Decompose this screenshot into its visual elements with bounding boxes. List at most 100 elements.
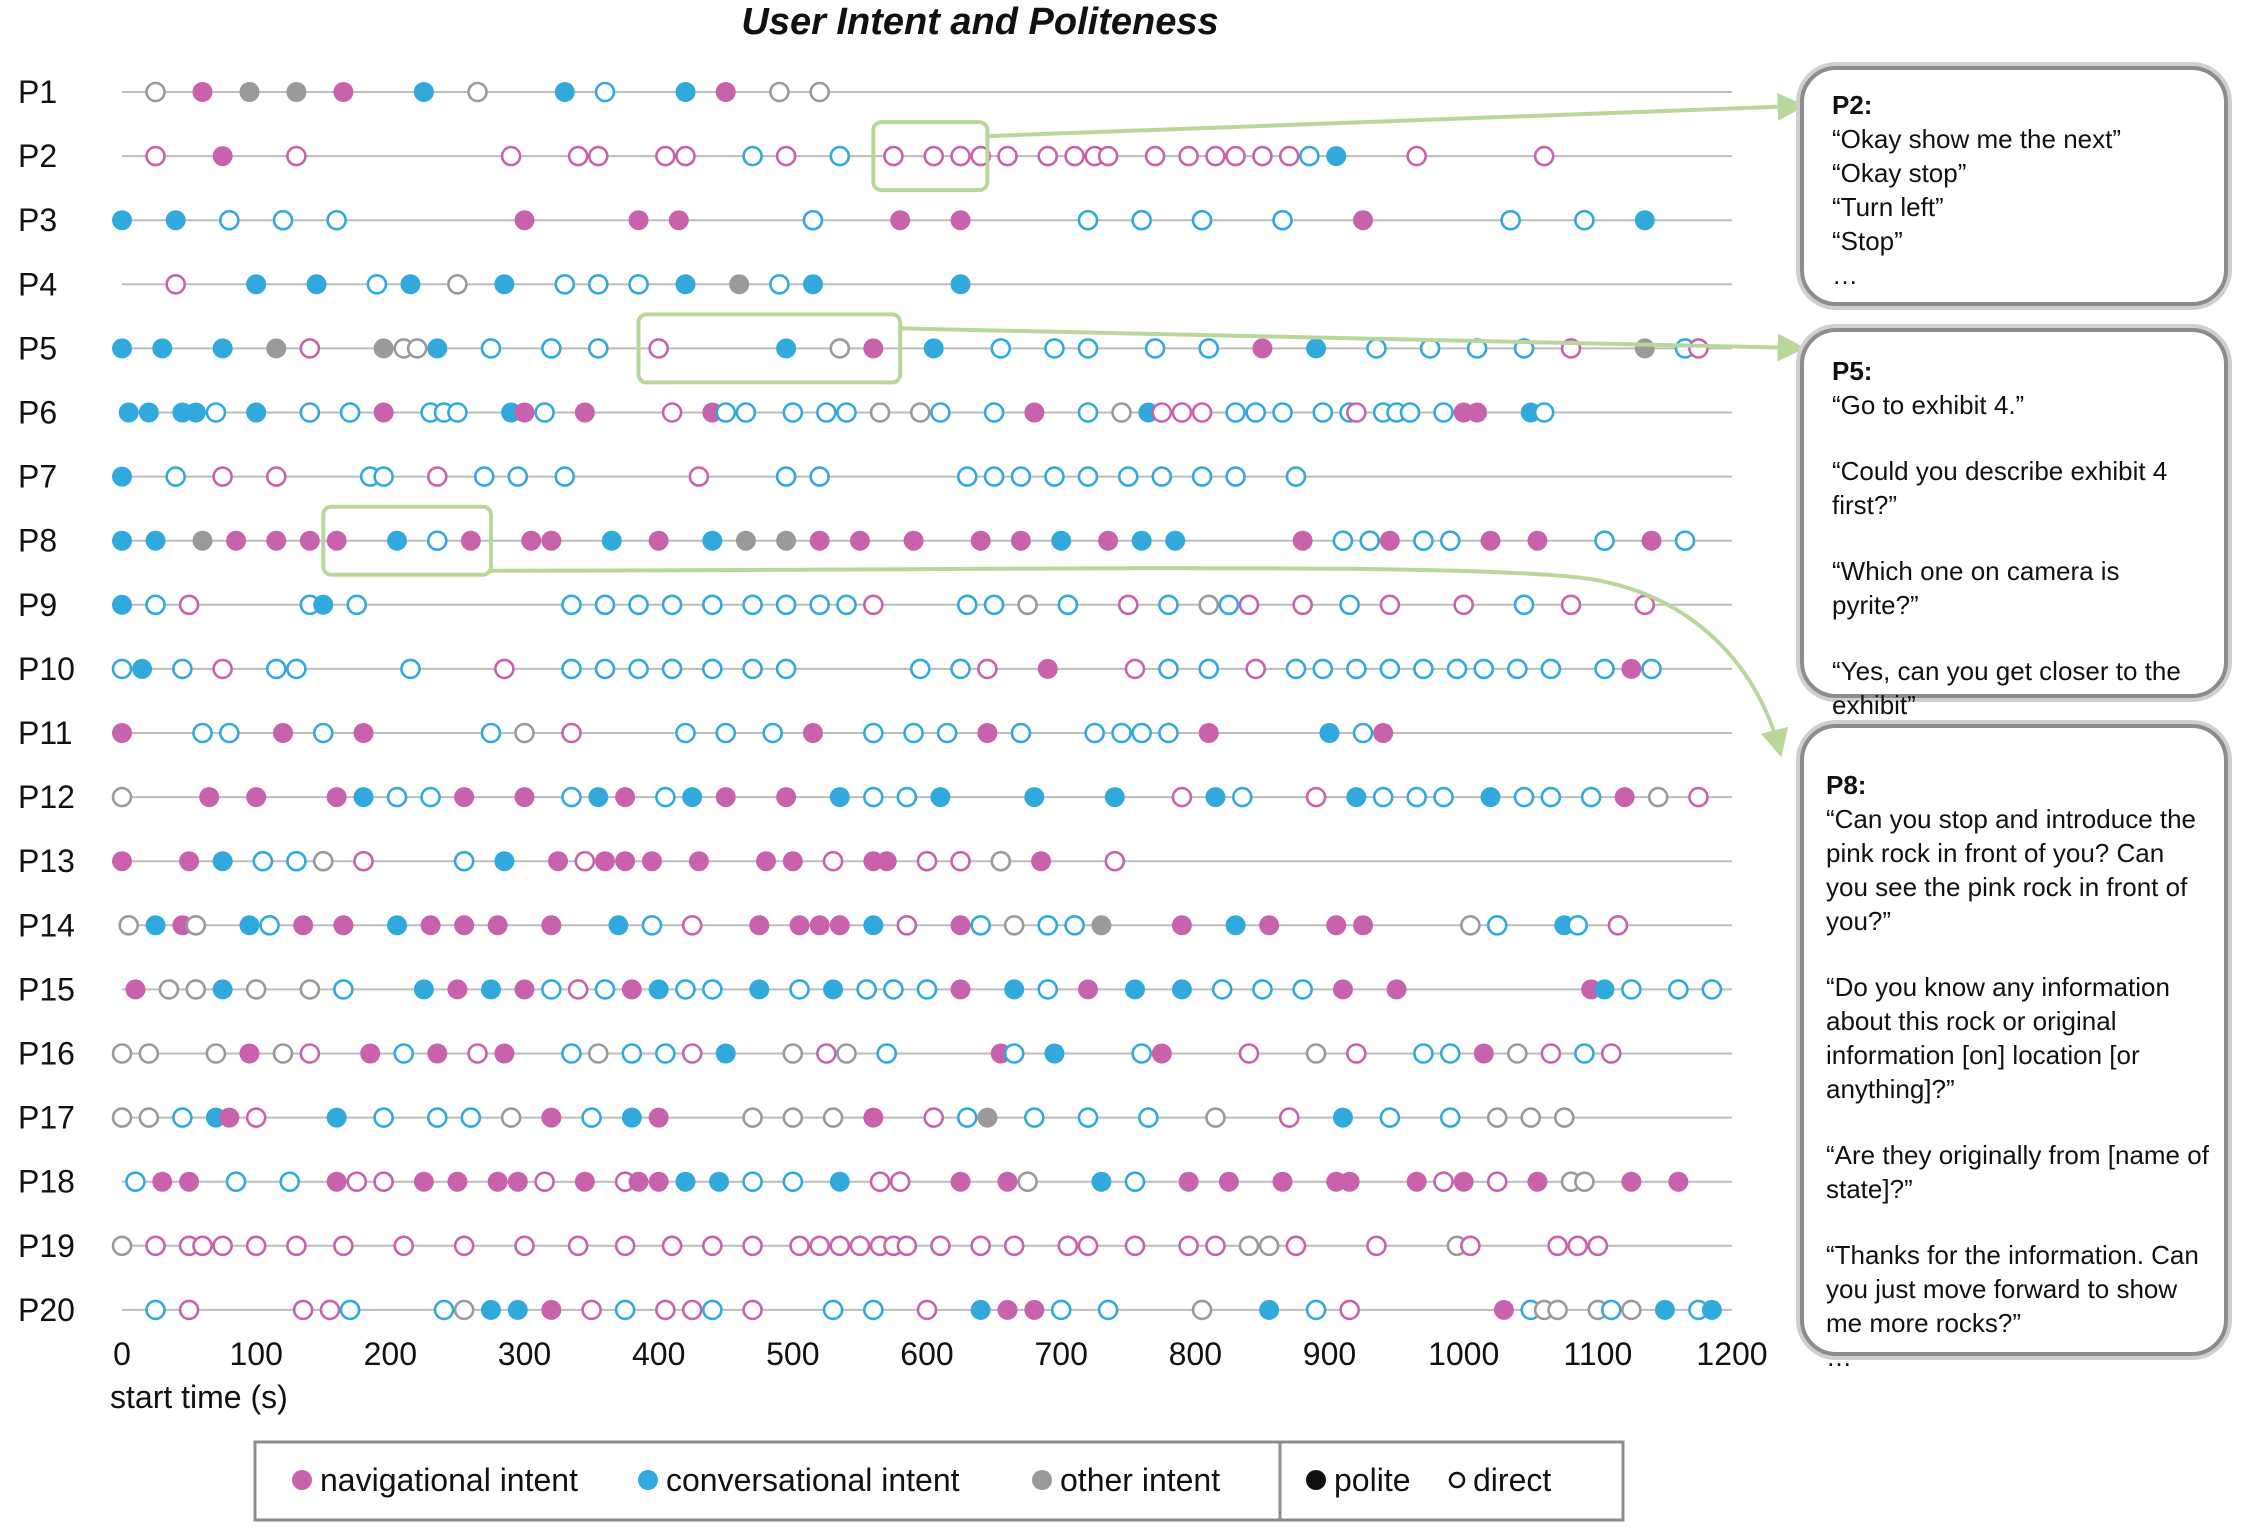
point-navigational-direct	[742, 1299, 763, 1321]
point-conversational-direct	[1010, 722, 1032, 744]
point-conversational-direct	[1674, 530, 1696, 552]
point-navigational-polite	[507, 1171, 528, 1192]
point-conversational-polite	[1044, 1043, 1065, 1064]
connector-p8	[490, 566, 1789, 758]
point-other-direct	[909, 402, 931, 423]
point-conversational-polite	[863, 915, 884, 936]
point-navigational-direct	[1406, 145, 1428, 167]
point-conversational-polite	[1634, 210, 1655, 231]
point-conversational-direct	[460, 1107, 482, 1128]
point-conversational-polite	[709, 1171, 730, 1192]
point-conversational-direct	[661, 658, 683, 680]
point-conversational-direct	[715, 402, 737, 423]
point-conversational-direct	[594, 658, 616, 680]
point-navigational-direct	[742, 1235, 763, 1257]
point-conversational-direct	[1413, 530, 1434, 552]
point-conversational-direct	[1668, 979, 1689, 1000]
point-navigational-polite	[454, 915, 475, 936]
point-conversational-polite	[601, 530, 622, 551]
highlight-box-p5	[636, 312, 903, 385]
participant-row-p15: P15	[18, 971, 1732, 1007]
point-conversational-direct	[1044, 466, 1065, 487]
point-conversational-direct	[775, 594, 797, 616]
callout-p8-line: …	[1826, 1342, 1852, 1372]
point-navigational-polite	[1332, 979, 1353, 1000]
point-navigational-polite	[326, 530, 347, 551]
point-conversational-direct	[1352, 722, 1374, 744]
point-navigational-polite	[1272, 1171, 1293, 1192]
point-navigational-direct	[1366, 1235, 1387, 1257]
point-conversational-direct	[1003, 1043, 1025, 1064]
point-conversational-polite	[608, 915, 629, 936]
highlight-boxes	[321, 120, 990, 577]
point-conversational-direct	[1312, 658, 1334, 680]
point-other-polite	[286, 82, 307, 102]
point-navigational-direct	[1151, 402, 1173, 423]
participant-row-p19: P19	[18, 1228, 1732, 1264]
point-conversational-direct	[950, 658, 971, 680]
point-conversational-polite	[185, 402, 206, 423]
point-navigational-polite	[514, 402, 535, 423]
point-conversational-direct	[172, 658, 193, 680]
point-other-polite	[1634, 338, 1655, 359]
point-navigational-direct	[178, 594, 200, 616]
row-label: P7	[18, 459, 57, 495]
point-conversational-direct	[1044, 338, 1065, 359]
point-conversational-direct	[594, 594, 616, 616]
point-conversational-direct	[1158, 722, 1179, 744]
point-other-direct	[1547, 1299, 1568, 1321]
point-navigational-direct	[1607, 914, 1629, 936]
point-conversational-direct	[145, 594, 166, 616]
point-navigational-direct	[1600, 1043, 1622, 1064]
point-navigational-direct	[883, 145, 904, 167]
participant-row-p16: P16	[18, 1036, 1732, 1072]
point-navigational-polite	[574, 402, 595, 423]
point-navigational-direct	[849, 1235, 871, 1257]
point-conversational-direct	[265, 658, 287, 680]
point-navigational-direct	[950, 850, 971, 872]
point-conversational-direct	[1097, 1299, 1119, 1321]
legend-other-marker	[1032, 1470, 1052, 1490]
point-conversational-direct	[983, 466, 1005, 487]
point-conversational-direct	[1513, 786, 1535, 808]
point-conversational-polite	[1171, 979, 1192, 1000]
participant-rows: P1 P2 P3 P4 P5 P6 P7 P8 P9 P10 P11 P12 P13 P14 P15 P16 P…	[18, 74, 1732, 1328]
point-conversational-polite	[212, 979, 233, 1000]
point-navigational-polite	[863, 1107, 884, 1128]
point-conversational-direct	[1285, 658, 1307, 680]
point-conversational-direct	[1158, 658, 1179, 680]
point-navigational-direct	[426, 466, 448, 487]
point-other-direct	[312, 850, 334, 872]
point-conversational-direct	[346, 594, 368, 616]
point-navigational-direct	[581, 1299, 602, 1321]
point-conversational-direct	[111, 658, 133, 680]
point-navigational-direct	[1178, 1235, 1199, 1257]
point-conversational-direct	[762, 722, 784, 744]
point-conversational-direct	[1299, 145, 1320, 167]
row-label: P5	[18, 330, 57, 366]
point-navigational-polite	[1493, 1299, 1514, 1320]
point-other-direct	[742, 1107, 763, 1128]
point-conversational-polite	[326, 1107, 347, 1128]
point-conversational-direct	[561, 1043, 582, 1064]
point-navigational-direct	[1124, 1235, 1146, 1257]
point-other-direct	[1017, 594, 1038, 616]
point-other-polite	[266, 338, 287, 359]
point-conversational-direct	[145, 1299, 166, 1321]
point-navigational-direct	[1460, 1235, 1481, 1257]
point-conversational-polite	[1306, 338, 1327, 359]
point-navigational-direct	[245, 1235, 267, 1257]
point-conversational-direct	[286, 850, 307, 872]
point-conversational-polite	[1165, 530, 1186, 551]
highlight-box-p8	[321, 504, 493, 577]
point-navigational-direct	[655, 145, 676, 167]
point-navigational-direct	[373, 1171, 394, 1192]
point-conversational-direct	[507, 466, 529, 487]
point-conversational-direct	[1084, 722, 1106, 744]
point-conversational-direct	[628, 658, 649, 680]
point-conversational-polite	[1326, 146, 1347, 167]
point-navigational-polite	[950, 1171, 971, 1192]
point-conversational-direct	[1379, 1107, 1401, 1128]
point-navigational-direct	[681, 914, 703, 936]
point-conversational-polite	[588, 787, 609, 808]
